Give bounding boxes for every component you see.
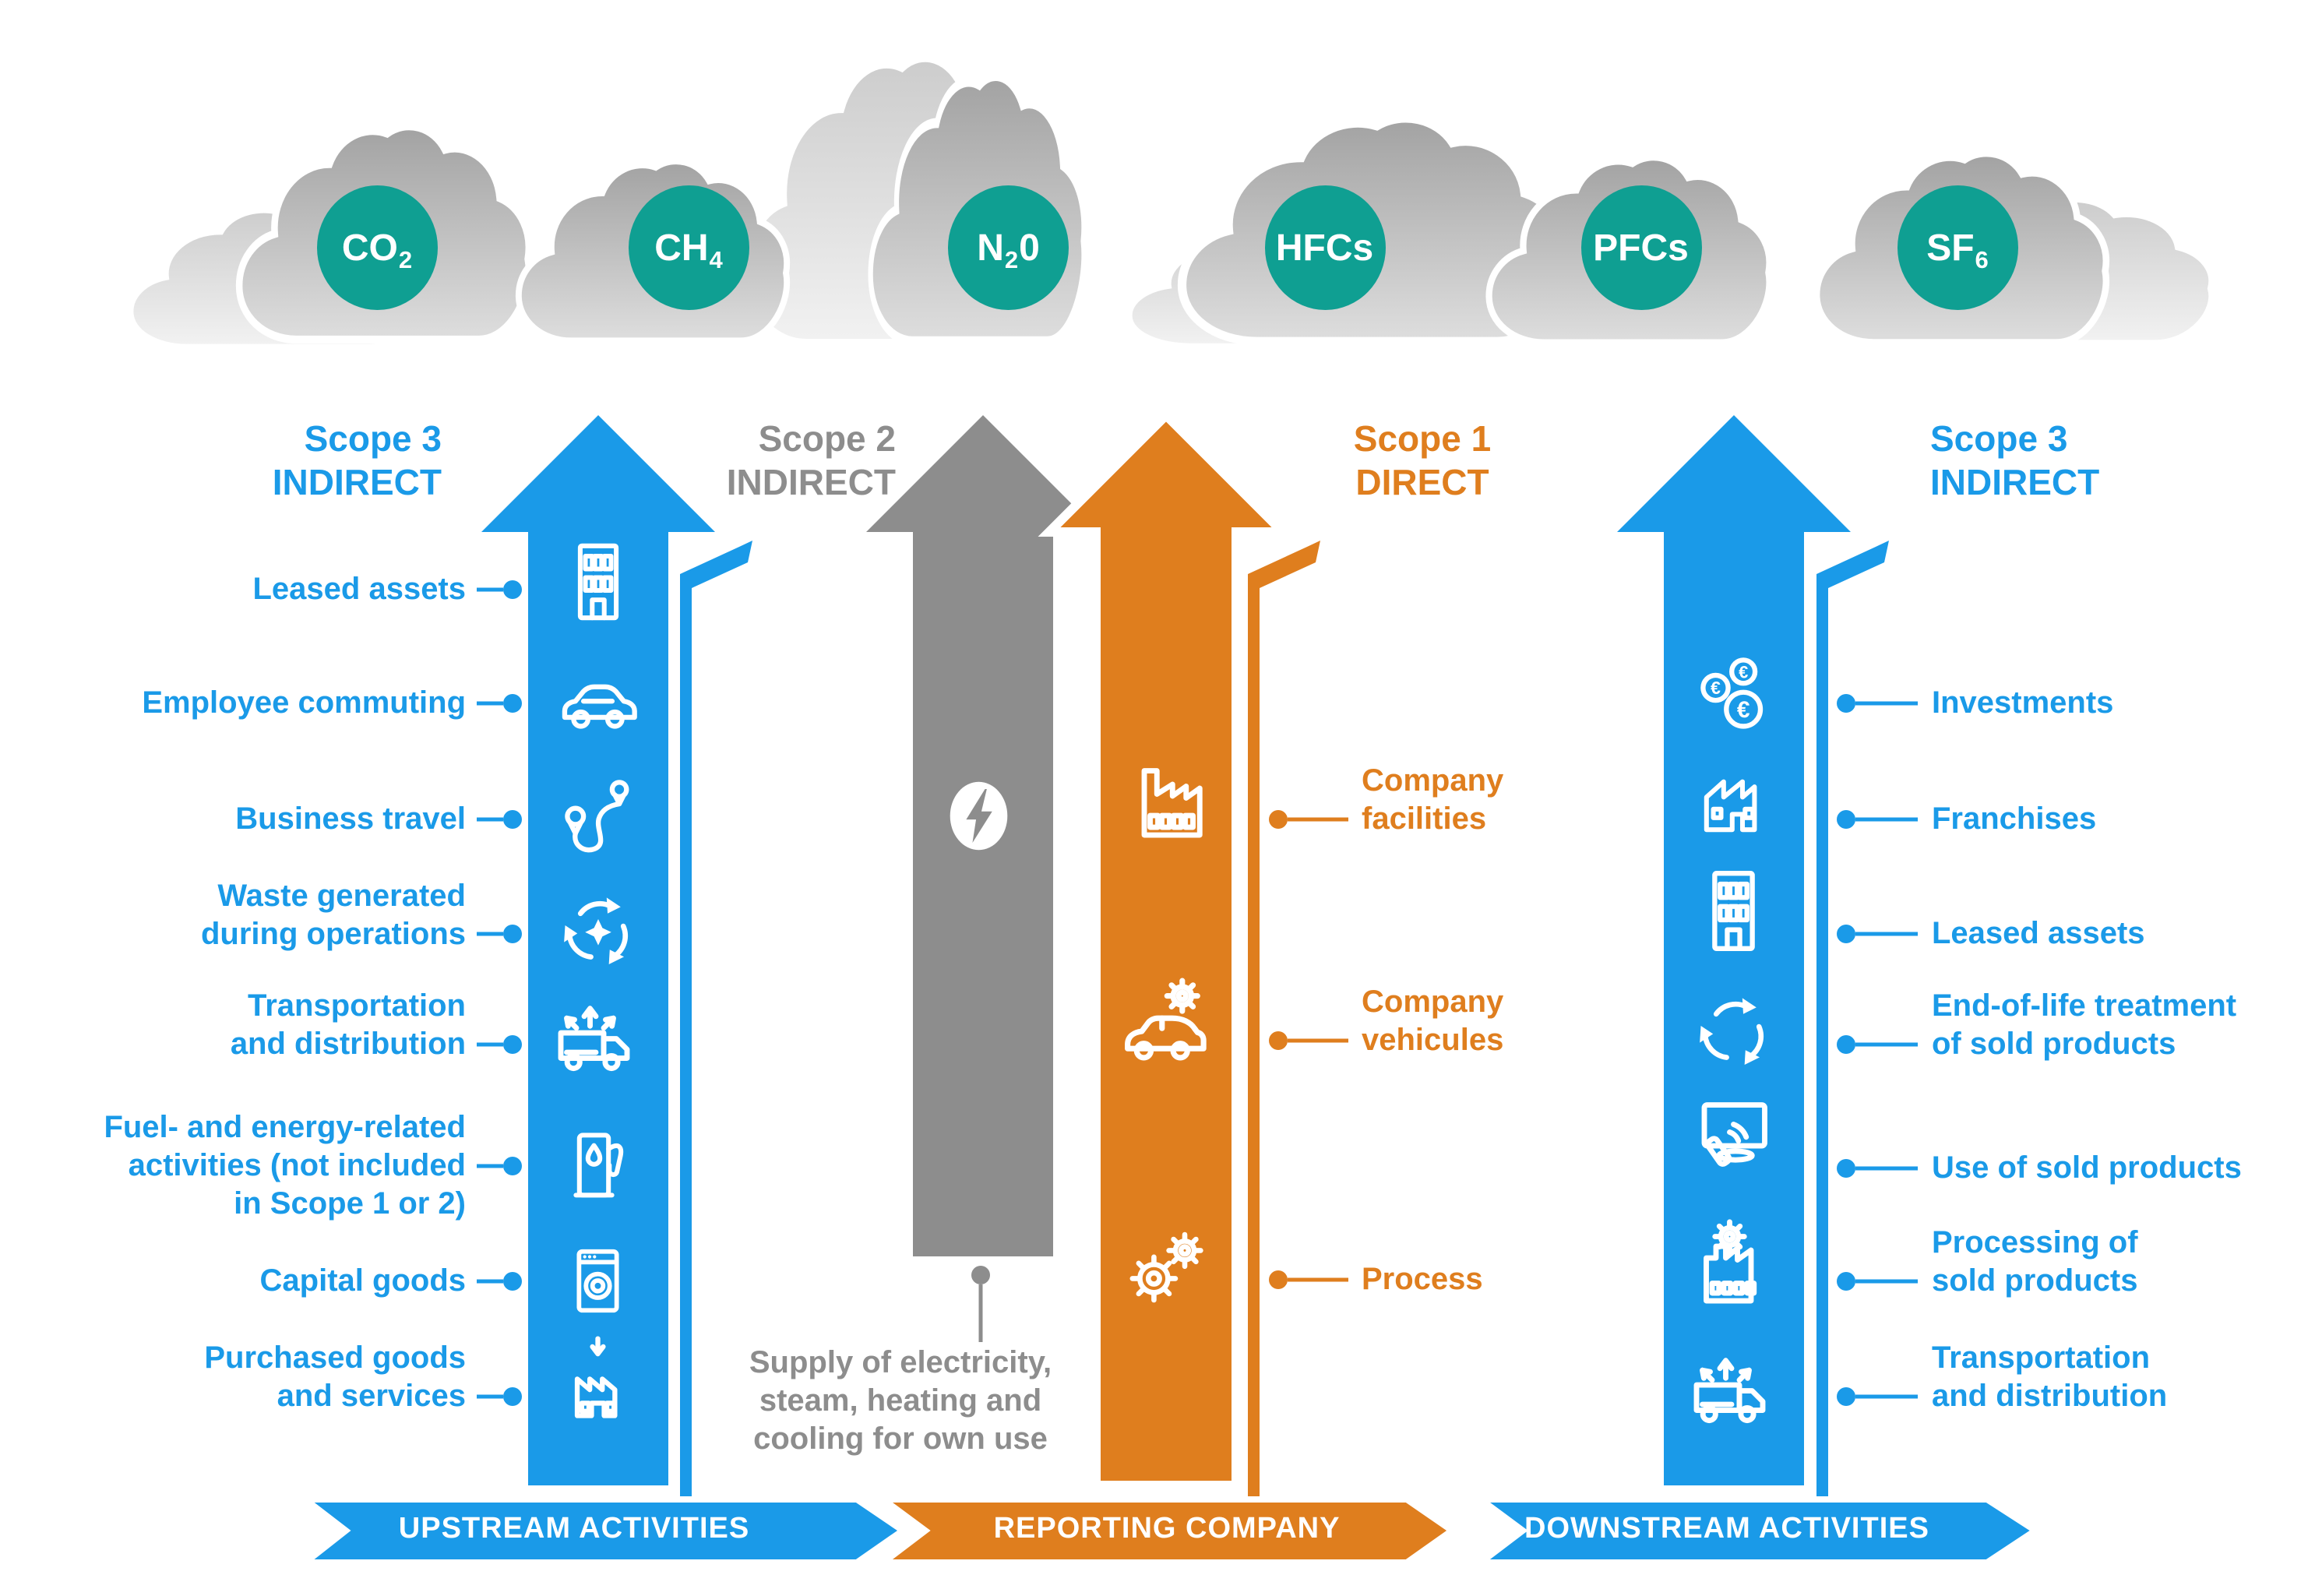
upstream-connectors (477, 580, 522, 1406)
scope-name: Scope 1 (1353, 418, 1492, 459)
bottom-banners (296, 1496, 2042, 1566)
downstream-connectors (1837, 694, 1918, 1406)
scope1-header: Scope 1 DIRECT (1228, 417, 1617, 504)
downstream-banner (1471, 1496, 2042, 1566)
gas-sub: 2 (398, 246, 413, 273)
gas-bubble-co2: CO 2 (317, 185, 438, 310)
label-capital-goods: Capital goods (259, 1263, 466, 1298)
label-transportation-downstream: Transportation and distribution (1932, 1341, 2168, 1413)
scope2-note-connector (971, 1266, 990, 1342)
label-waste-generated: Waste generated during operations (201, 879, 466, 951)
scope-type: DIRECT (1355, 462, 1489, 502)
upstream-banner-label: UPSTREAM ACTIVITIES (398, 1512, 750, 1545)
downstream-banner-label: DOWNSTREAM ACTIVITIES (1524, 1512, 1929, 1545)
connectors (477, 580, 1918, 1406)
upstream-arrow (481, 415, 715, 1485)
gas-sub: 4 (709, 246, 723, 273)
label-process: Process (1362, 1262, 1483, 1296)
label-company-facilities: Company facilities (1362, 763, 1504, 836)
label-processing-sold-products: Processing of sold products (1932, 1225, 2138, 1298)
label-investments: Investments (1932, 685, 2114, 720)
gas-main: N (977, 227, 1004, 269)
scope-name: Scope 3 (1930, 418, 2068, 459)
scope-type: INDIRECT (1930, 462, 2100, 502)
gas-main: CO (341, 227, 398, 269)
clouds (130, 57, 2212, 347)
upstream-banner (296, 1496, 909, 1566)
label-end-of-life: End-of-life treatment of sold products (1932, 988, 2237, 1061)
scope1-arrow (1038, 408, 1295, 1490)
scope-name: Scope 3 (304, 418, 442, 459)
scope1-branch-line (1248, 541, 1320, 1500)
gas-bubble-ch4: CH 4 (629, 185, 749, 310)
downstream-branch-line (1816, 541, 1889, 1500)
gas-bubble-pfcs: PFCs (1581, 185, 1702, 310)
gas-sub: 2 (1004, 246, 1019, 273)
scope3-upstream-header: Scope 3 INDIRECT (52, 417, 442, 504)
label-leased-assets-downstream: Leased assets (1932, 916, 2145, 950)
label-employee-commuting: Employee commuting (142, 685, 466, 720)
reporting-banner (873, 1496, 1457, 1566)
label-business-travel: Business travel (235, 802, 466, 836)
scope-type: INDIRECT (272, 462, 442, 502)
scope2-note: Supply of electricity, steam, heating an… (749, 1345, 1052, 1456)
scope2-header: Scope 2 INDIRECT (506, 417, 896, 504)
gas-main: PFCs (1593, 227, 1689, 269)
lightning-icon (950, 781, 1008, 851)
label-fuel-energy: Fuel- and energy-related activities (not… (104, 1110, 466, 1221)
arrows (481, 408, 1889, 1500)
label-leased-assets: Leased assets (252, 572, 466, 606)
gas-main: CH (654, 227, 709, 269)
scope-name: Scope 2 (758, 418, 896, 459)
gas-bubble-hfcs: HFCs (1265, 185, 1386, 310)
gas-post: 0 (1019, 227, 1040, 269)
reporting-banner-label: REPORTING COMPANY (993, 1512, 1341, 1545)
upstream-branch-line (680, 541, 752, 1500)
gas-sub: 6 (1975, 246, 1989, 273)
gas-bubble-sf6: SF 6 (1897, 185, 2018, 310)
gas-main: HFCs (1275, 227, 1374, 269)
scope-type: INDIRECT (726, 462, 896, 502)
label-transportation-upstream: Transportation and distribution (230, 988, 466, 1061)
scope3-downstream-header: Scope 3 INDIRECT (1930, 417, 2308, 504)
label-franchises: Franchises (1932, 802, 2097, 836)
label-use-of-sold-products: Use of sold products (1932, 1150, 2242, 1185)
scope1-connectors (1269, 810, 1348, 1289)
gas-main: SF (1926, 227, 1975, 269)
label-company-vehicules: Company vehicules (1362, 985, 1504, 1057)
label-purchased-goods: Purchased goods and services (204, 1341, 466, 1413)
